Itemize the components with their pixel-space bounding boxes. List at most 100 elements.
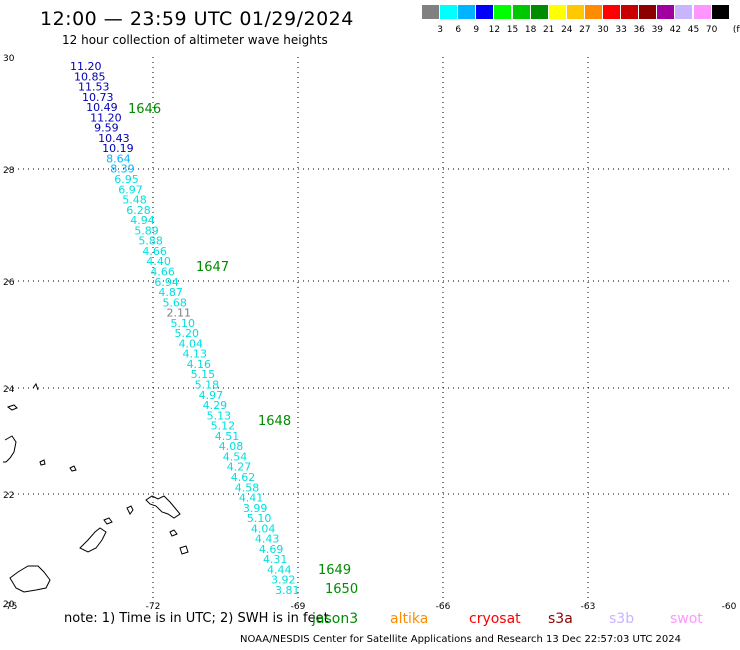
wave-height-value: 5.15 bbox=[191, 368, 216, 381]
altimeter-track: 11.2010.8511.5310.7310.4911.209.5910.431… bbox=[70, 60, 300, 597]
wave-height-value: 11.20 bbox=[90, 111, 122, 124]
wave-height-value: 4.58 bbox=[235, 481, 260, 494]
legend-swatch bbox=[675, 5, 693, 19]
pass-time-label: 1650 bbox=[325, 582, 358, 597]
wave-height-value: 8.39 bbox=[110, 163, 135, 176]
wave-height-value: 4.04 bbox=[179, 337, 204, 350]
wave-height-value: 4.87 bbox=[158, 286, 183, 299]
wave-height-value: 5.10 bbox=[247, 512, 271, 525]
wave-height-value: 5.20 bbox=[175, 327, 200, 340]
coastline-hispaniola-south bbox=[9, 565, 51, 593]
coastline-islet-4 bbox=[169, 529, 178, 537]
wave-height-value: 4.08 bbox=[219, 440, 244, 453]
legend-swatch bbox=[548, 5, 566, 19]
legend-label: 24 bbox=[561, 25, 573, 35]
y-tick-label: 22 bbox=[3, 491, 14, 501]
wave-height-value: 4.51 bbox=[215, 430, 240, 443]
wave-height-value: 4.54 bbox=[223, 450, 248, 463]
coastline-islet-2 bbox=[69, 465, 77, 472]
wave-height-value: 2.11 bbox=[166, 307, 191, 320]
map-subtitle: 12 hour collection of altimeter wave hei… bbox=[62, 33, 328, 47]
legend-swatch bbox=[621, 5, 639, 19]
legend-label: 45 bbox=[687, 25, 700, 35]
wave-height-value: 4.29 bbox=[203, 399, 228, 412]
wave-height-value: 5.88 bbox=[138, 235, 163, 248]
wave-height-value: 4.69 bbox=[259, 543, 284, 556]
wave-height-value: 3.92 bbox=[271, 574, 296, 587]
x-tick-label: -75 bbox=[3, 602, 18, 610]
y-tick-label: 30 bbox=[3, 54, 15, 64]
legend-label: 27 bbox=[579, 25, 591, 35]
legend-swatch bbox=[458, 5, 476, 19]
wave-height-value: 10.73 bbox=[82, 91, 114, 104]
wave-height-value: 10.19 bbox=[102, 142, 134, 155]
wave-height-value: 4.16 bbox=[187, 358, 212, 371]
map-grid bbox=[8, 57, 733, 603]
satellite-altika: altika bbox=[390, 611, 429, 627]
legend-label: 12 bbox=[488, 25, 501, 35]
legend-swatch bbox=[440, 5, 458, 19]
wave-height-value: 4.44 bbox=[267, 563, 292, 576]
coastline-hispaniola-west bbox=[3, 435, 17, 463]
axis-tick-labels: -75 -72 -69 -66 -63 -60 30 28 26 24 22 20 bbox=[3, 54, 737, 610]
wave-height-value: 4.31 bbox=[263, 553, 288, 566]
satellite-jason3: jason3 bbox=[312, 611, 359, 627]
y-tick-label: 24 bbox=[3, 385, 15, 395]
satellite-s3b: s3b bbox=[609, 611, 635, 627]
y-tick-label: 20 bbox=[3, 600, 15, 610]
legend-label: 18 bbox=[524, 25, 537, 35]
wave-height-value: 10.49 bbox=[86, 101, 118, 114]
y-tick-label: 28 bbox=[3, 166, 15, 176]
wave-height-value: 5.89 bbox=[134, 224, 159, 237]
wave-height-value: 4.62 bbox=[231, 471, 256, 484]
wave-height-value: 4.66 bbox=[150, 265, 175, 278]
coastline-islet-1 bbox=[39, 459, 46, 466]
wave-height-value: 4.66 bbox=[142, 245, 167, 258]
wave-height-value: 6.28 bbox=[126, 204, 150, 217]
wave-height-value: 10.85 bbox=[74, 70, 106, 83]
legend-swatch bbox=[512, 5, 530, 19]
legend-label: 9 bbox=[473, 25, 480, 35]
satellite-swot: swot bbox=[670, 611, 703, 627]
legend-swatch bbox=[657, 5, 675, 19]
wave-height-value: 4.97 bbox=[199, 389, 224, 402]
wave-height-value: 11.53 bbox=[78, 81, 110, 94]
legend-label: 39 bbox=[651, 25, 664, 35]
legend-label: 70 bbox=[705, 25, 718, 35]
map-title: 12:00 — 23:59 UTC 01/29/2024 bbox=[40, 8, 354, 30]
footer-credit: NOAA/NESDIS Center for Satellite Applica… bbox=[240, 634, 682, 645]
wave-height-value: 5.48 bbox=[122, 194, 147, 207]
pass-time-label: 1647 bbox=[196, 260, 229, 275]
wave-height-value: 4.41 bbox=[239, 492, 264, 505]
wave-height-value: 5.18 bbox=[195, 379, 220, 392]
coastline-puerto-rico-east bbox=[179, 545, 189, 555]
legend-label: 3 bbox=[437, 25, 443, 35]
pass-time-label: 1646 bbox=[128, 102, 161, 117]
x-tick-label: -69 bbox=[291, 602, 306, 610]
pass-time-label: 1649 bbox=[318, 563, 351, 578]
legend-swatch bbox=[422, 5, 439, 19]
pass-time-label: 1648 bbox=[258, 414, 291, 429]
wave-height-value: 4.04 bbox=[251, 522, 276, 535]
wave-height-value: 5.68 bbox=[162, 296, 187, 309]
wave-height-value: 4.94 bbox=[130, 214, 155, 227]
legend-label: 15 bbox=[506, 25, 519, 35]
legend-swatch bbox=[639, 5, 657, 19]
legend-label: 21 bbox=[542, 25, 555, 35]
x-tick-label: -72 bbox=[146, 602, 161, 610]
wave-height-value: 6.97 bbox=[118, 183, 143, 196]
coastline bbox=[3, 382, 189, 593]
wave-height-value: 10.43 bbox=[98, 132, 130, 145]
wave-height-value: 3.81 bbox=[275, 584, 300, 597]
legend-swatch bbox=[476, 5, 494, 19]
wave-height-value: 4.13 bbox=[183, 348, 208, 361]
wave-height-value: 5.13 bbox=[207, 409, 232, 422]
coastline-turks-caicos bbox=[126, 505, 134, 515]
legend-swatch bbox=[711, 5, 729, 19]
time-labels: 1646 1647 1648 1649 1650 bbox=[128, 102, 358, 597]
wave-height-map: 11.2010.8511.5310.7310.4911.209.5910.431… bbox=[3, 54, 737, 610]
coastline-islet-3 bbox=[103, 517, 113, 525]
wave-height-value: 8.64 bbox=[106, 152, 131, 165]
note-text: note: 1) Time is in UTC; 2) SWH is in fe… bbox=[64, 611, 329, 626]
wave-height-value: 9.59 bbox=[94, 122, 119, 135]
